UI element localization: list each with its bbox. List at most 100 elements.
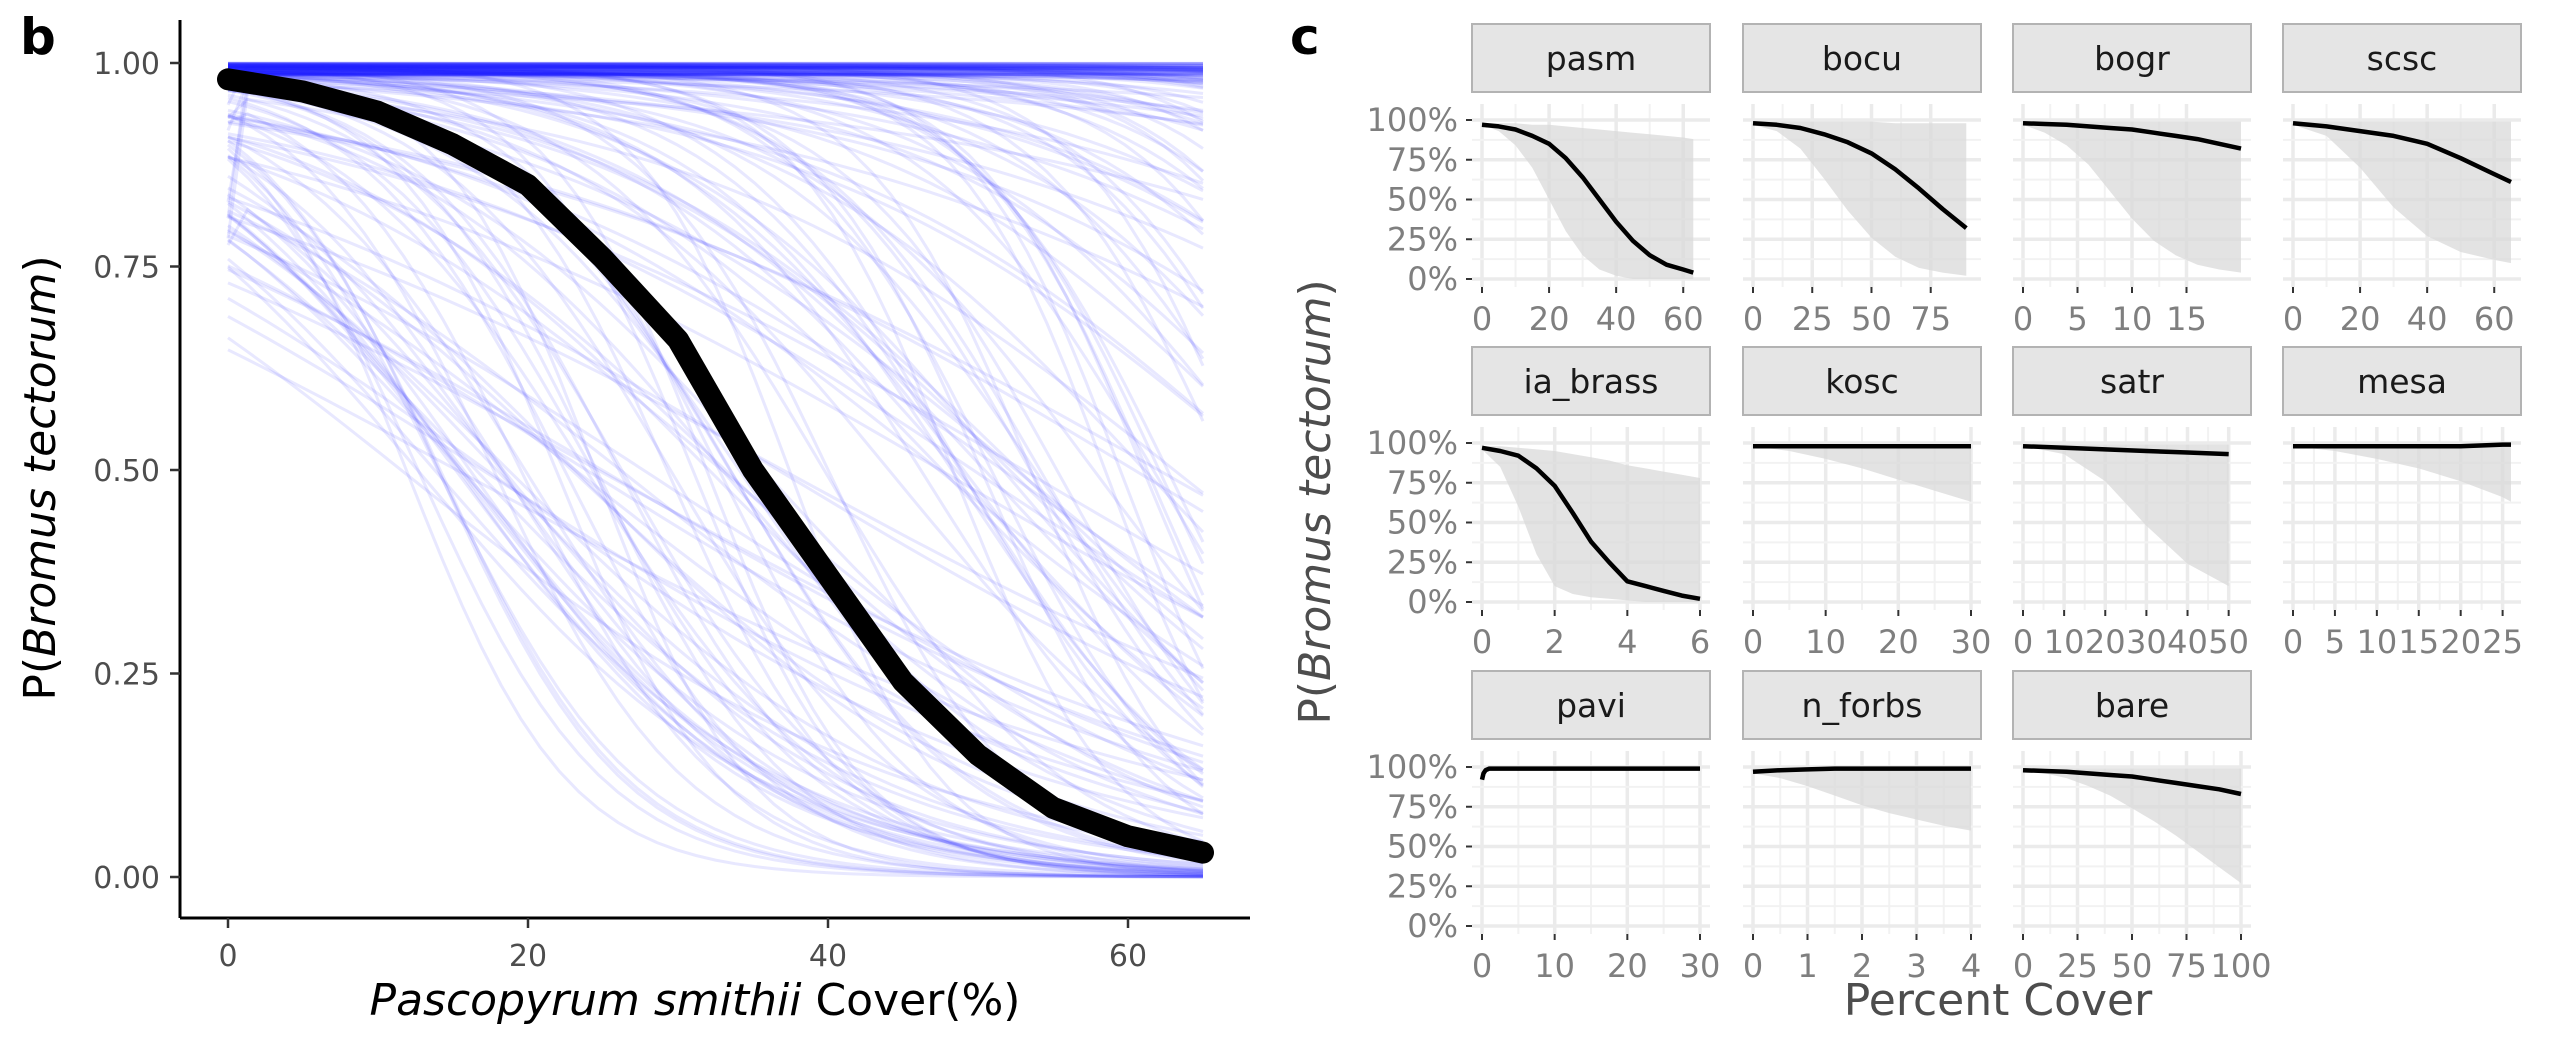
posterior-draw-line [228, 69, 1205, 543]
posterior-draw-line [226, 207, 1204, 866]
facet-y-tick-label: 50% [1387, 181, 1458, 219]
y-tick-label: 0.50 [93, 454, 160, 489]
posterior-draw-line [228, 63, 1205, 610]
posterior-draw-line [228, 64, 1204, 69]
posterior-draw-line [227, 120, 1204, 513]
facet-x-tick-label: 5 [2325, 623, 2345, 661]
facet-x-tick-label: 60 [2474, 300, 2515, 338]
facet-y-tick-label: 25% [1387, 543, 1458, 581]
posterior-draw-line [227, 64, 1204, 877]
facet-y-tick-label: 100% [1367, 424, 1458, 462]
facet-y-tick-label: 75% [1387, 464, 1458, 502]
facet-x-tick-label: 40 [2407, 300, 2448, 338]
facet-x-tick-label: 15 [2166, 300, 2207, 338]
posterior-draw-line [227, 215, 1204, 680]
facet-x-tick-label: 6 [1690, 623, 1710, 661]
facet-x-tick-label: 2 [1852, 947, 1872, 985]
facet-kosc: kosc 0 10 20 30 [1742, 346, 1991, 661]
posterior-draw-line [227, 196, 1204, 699]
facet-strip [2012, 346, 2252, 416]
facet-strip [1742, 346, 1982, 416]
x-tick-label: 0 [218, 939, 237, 974]
posterior-draw-line [227, 114, 1204, 872]
posterior-draw-line [227, 75, 1205, 612]
posterior-draw-line [227, 224, 1204, 859]
facet-x-tick-label: 15 [2398, 623, 2439, 661]
facet-x-tick-label: 0 [2283, 300, 2303, 338]
posterior-draw-line [228, 66, 1204, 71]
facet-y-tick-label: 25% [1387, 220, 1458, 258]
posterior-draw-line [227, 202, 1204, 874]
posterior-draw-line [227, 71, 1204, 685]
posterior-draw-line [228, 65, 1204, 69]
facet-x-tick-label: 4 [1617, 623, 1637, 661]
credible-interval-ribbon [2293, 444, 2511, 502]
facet-y-tick-label: 0% [1407, 260, 1458, 298]
posterior-draw-line [227, 209, 1204, 803]
posterior-draw-line [227, 132, 1204, 619]
facet-x-tick-label: 0 [2013, 947, 2033, 985]
facet-x-tick-label: 10 [2112, 300, 2153, 338]
facet-x-tick-label: 0 [1743, 947, 1763, 985]
posterior-draw-line [227, 257, 1204, 869]
facet-n-forbs: n_forbs 0 1 2 3 4 [1742, 670, 1982, 985]
facet-x-tick-label: 60 [1663, 300, 1704, 338]
facet-mean-line [1752, 766, 1971, 775]
posterior-draw-line [227, 113, 1204, 878]
posterior-draw-line [227, 348, 1204, 782]
posterior-draw-line [227, 68, 1205, 360]
posterior-draw-line [227, 193, 1204, 874]
posterior-draw-line [228, 63, 1204, 190]
posterior-draw-line [227, 64, 1204, 787]
facet-strip [1742, 670, 1982, 740]
posterior-draw-line [228, 65, 1204, 173]
posterior-draw-line [228, 70, 1204, 132]
posterior-draw-line [228, 61, 1205, 670]
posterior-draw-line [227, 79, 1204, 418]
posterior-draw-line [228, 63, 1204, 72]
posterior-draw-line [228, 63, 1204, 82]
facet-strip [1471, 23, 1711, 93]
facet-strip-label: scsc [2367, 39, 2438, 78]
facet-x-tick-label: 75 [1910, 300, 1951, 338]
facet-x-tick-label: 2 [1544, 623, 1564, 661]
posterior-draw-line [228, 69, 1204, 90]
posterior-draw-line [227, 72, 1205, 705]
posterior-draw-line [227, 70, 1204, 236]
facet-bocu: bocu 0 25 50 75 [1742, 23, 1982, 338]
posterior-draw-line [227, 281, 1204, 748]
facet-x-tick-label: 50 [1851, 300, 1892, 338]
facet-x-tick-label: 0 [1472, 947, 1492, 985]
posterior-draw-line [228, 66, 1204, 72]
posterior-draw-line [228, 68, 1204, 86]
facet-y-tick-label: 100% [1367, 101, 1458, 139]
facet-x-tick-label: 1 [1797, 947, 1817, 985]
posterior-draw-line [228, 65, 1204, 89]
panel-c-letter: c [1290, 8, 1320, 66]
facet-scsc: scsc 0 20 40 60 [2282, 23, 2522, 338]
facet-x-tick-label: 5 [2067, 300, 2087, 338]
posterior-draw-line [228, 65, 1204, 71]
facet-y-tick-label: 50% [1387, 828, 1458, 866]
posterior-draw-line [227, 68, 1204, 737]
facet-pavi: pavi 0 10 20 30 0%25%50%75%100% [1367, 670, 1720, 985]
posterior-draw-line [228, 73, 1204, 150]
posterior-draw-line [228, 66, 1205, 295]
posterior-draw-line [228, 73, 1204, 99]
facet-mean-line [1481, 122, 1694, 275]
posterior-draw-line [227, 264, 1204, 773]
facet-x-tick-label: 25 [2057, 947, 2098, 985]
posterior-draw-line [227, 62, 1204, 875]
posterior-draw-line [227, 234, 1204, 764]
facet-x-tick-label: 0 [2013, 300, 2033, 338]
posterior-draw-line [226, 64, 1204, 843]
posterior-draw-line [227, 121, 1204, 497]
facet-strip [2282, 23, 2522, 93]
facet-ia-brass: ia_brass 0 2 4 6 0%25%50%75%100% [1367, 346, 1711, 661]
posterior-draw-line [227, 66, 1205, 716]
posterior-draw-line [228, 71, 1205, 310]
posterior-draw-line [228, 63, 1204, 125]
posterior-draw-line [227, 88, 1204, 877]
facet-x-tick-label: 20 [2440, 623, 2481, 661]
